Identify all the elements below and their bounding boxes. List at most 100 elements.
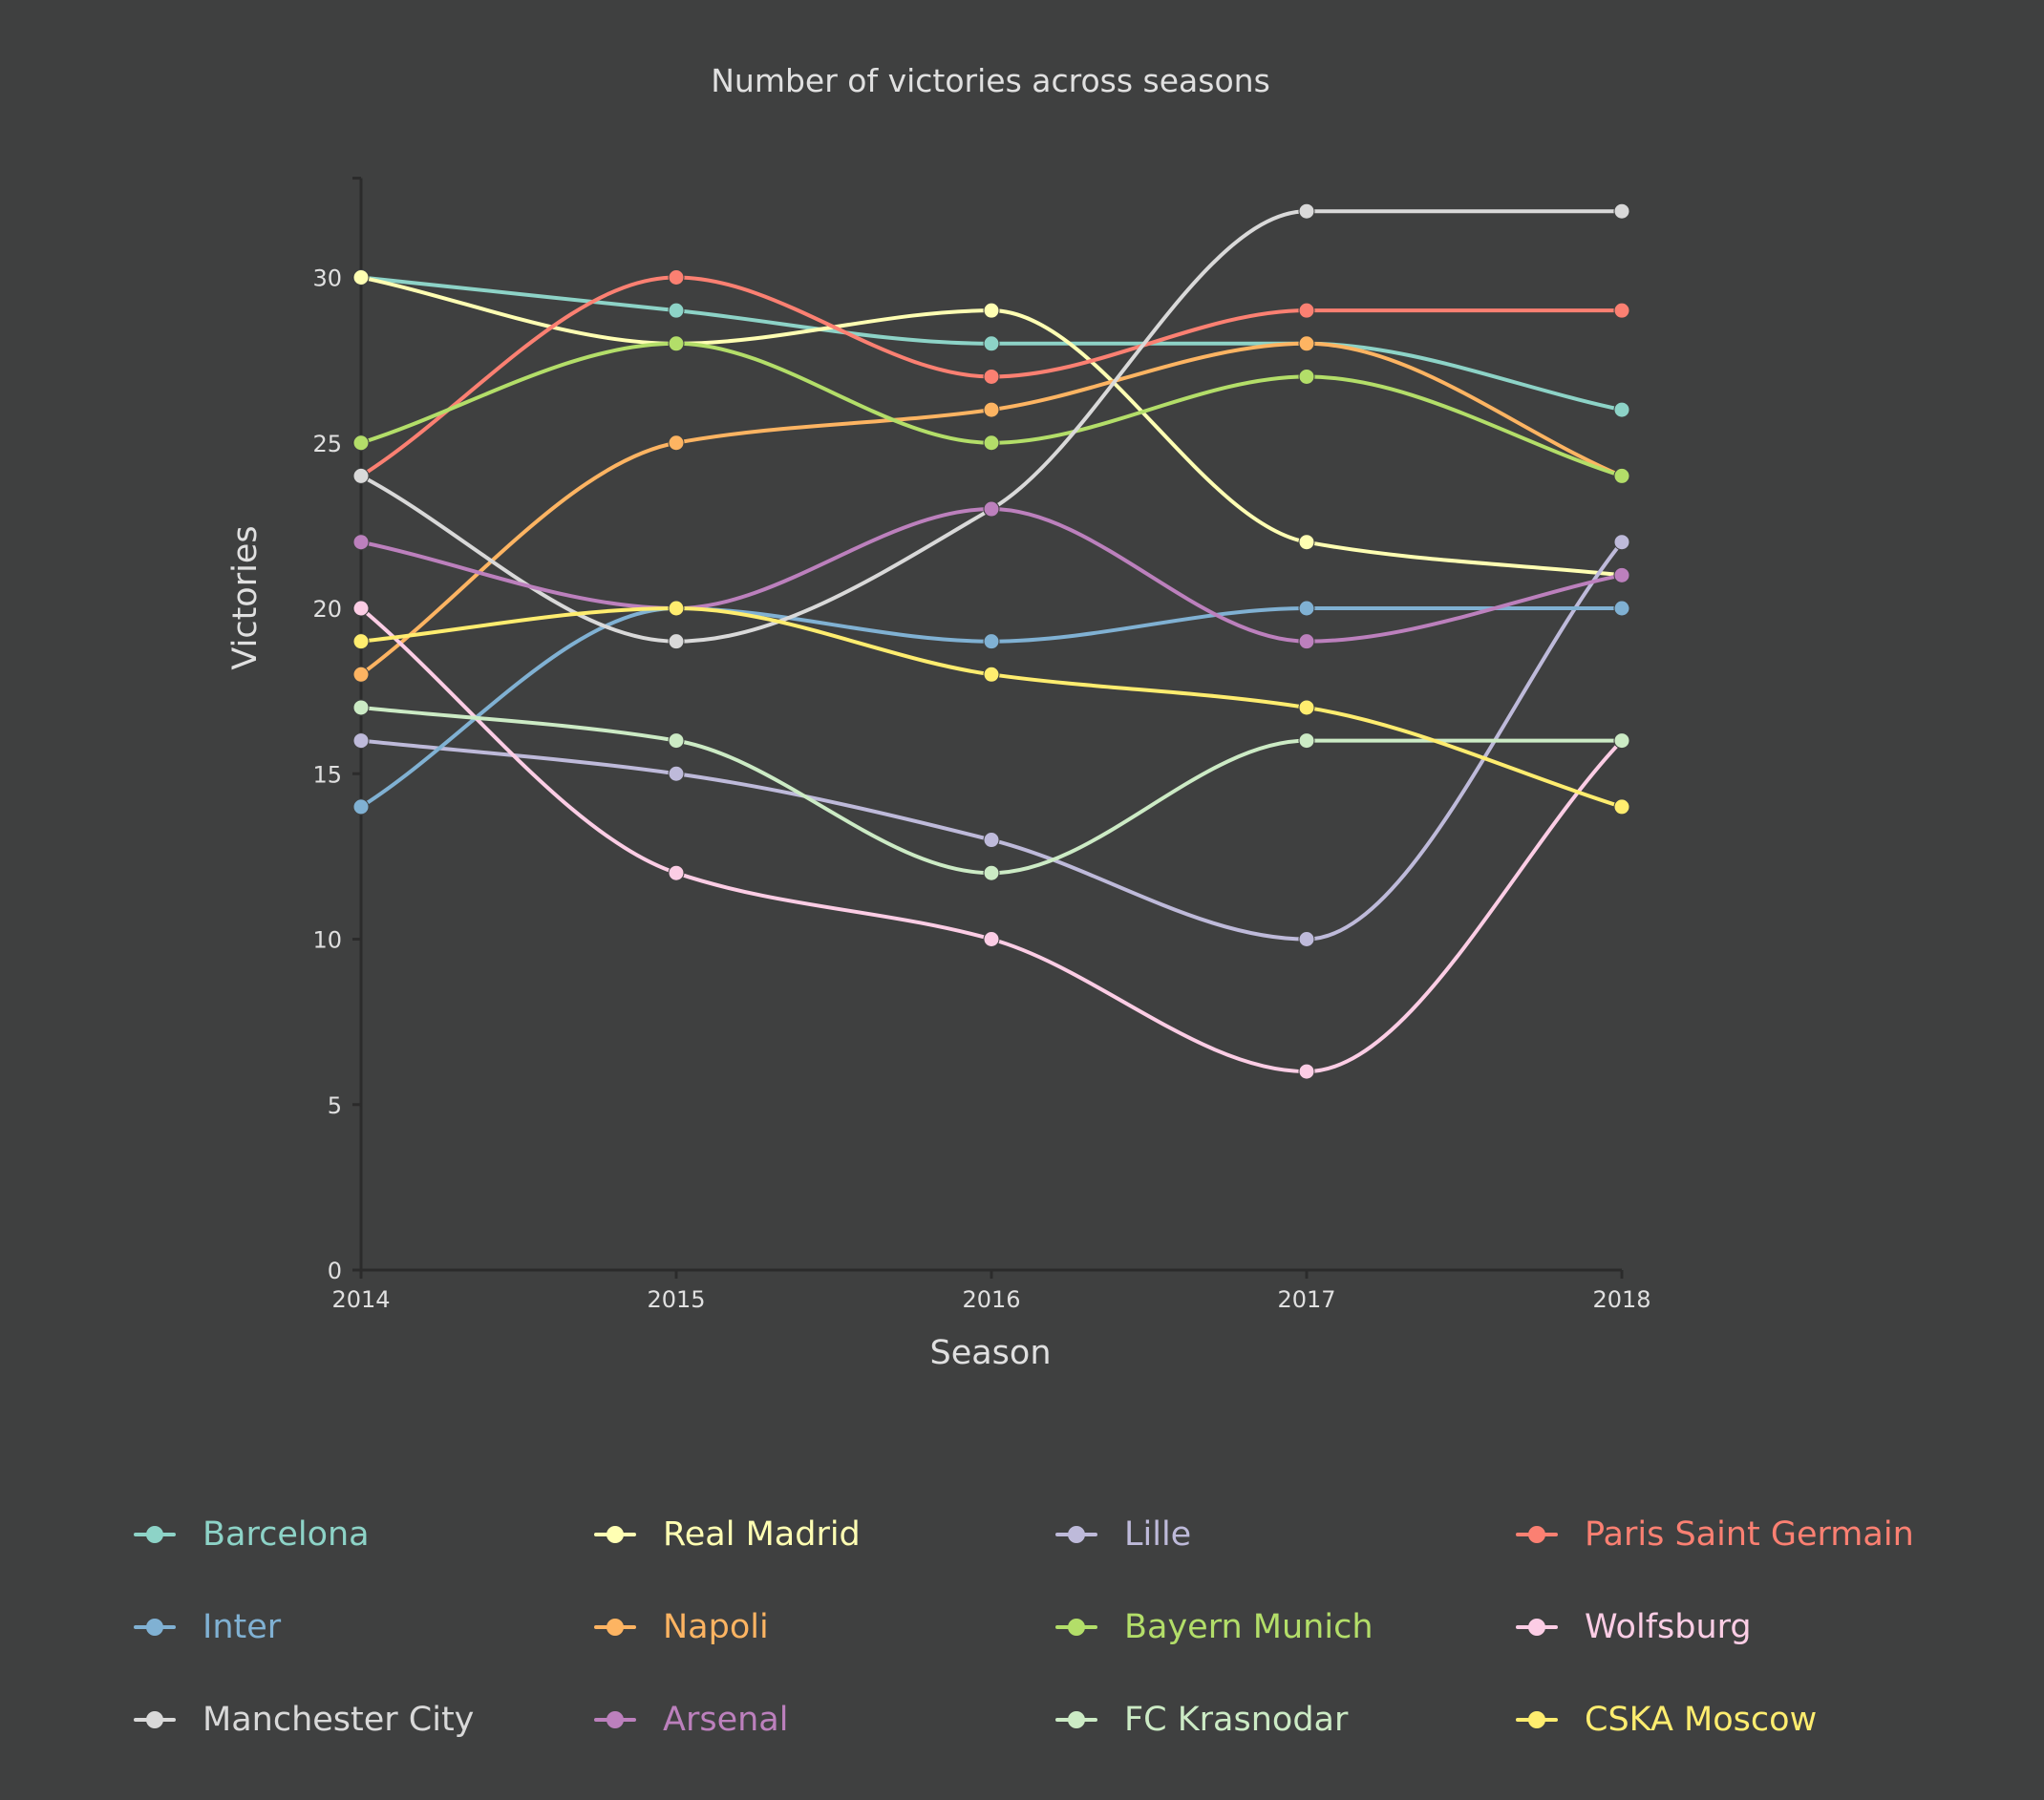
data-point-barcelona[interactable] [983,335,1000,352]
series-cska-moscow [352,600,1630,815]
series-inter [352,600,1630,815]
data-point-bayern-munich[interactable] [668,335,685,352]
legend-marker-icon [134,1708,176,1731]
data-point-napoli[interactable] [668,434,685,452]
series-line-arsenal [359,507,1624,644]
data-point-lille[interactable] [668,765,685,782]
data-point-cska-moscow[interactable] [1298,699,1315,716]
series-arsenal [352,500,1630,650]
data-point-bayern-munich[interactable] [1298,368,1315,385]
y-tick-label: 30 [312,265,342,292]
legend-item-arsenal[interactable]: Arsenal [594,1691,788,1748]
data-point-manchester-city[interactable] [1298,202,1315,220]
data-point-fc-krasnodar[interactable] [668,732,685,750]
data-point-barcelona[interactable] [1613,401,1630,418]
series-napoli [352,335,1630,683]
legend-marker-icon [1055,1616,1097,1639]
data-point-wolfsburg[interactable] [668,864,685,881]
data-point-cska-moscow[interactable] [983,666,1000,683]
legend-label: Paris Saint Germain [1585,1515,1914,1554]
data-point-bayern-munich[interactable] [352,434,370,452]
legend-item-cska-moscow[interactable]: CSKA Moscow [1516,1691,1817,1748]
x-tick-label: 2015 [647,1286,705,1313]
legend-label: CSKA Moscow [1585,1701,1818,1739]
x-tick-label: 2014 [331,1286,390,1313]
data-point-cska-moscow[interactable] [352,633,370,650]
data-point-paris-saint-germain[interactable] [983,368,1000,385]
legend-item-lille[interactable]: Lille [1055,1506,1191,1563]
data-point-lille[interactable] [983,832,1000,849]
data-point-wolfsburg[interactable] [352,600,370,617]
data-point-real-madrid[interactable] [983,302,1000,319]
legend: Barcelona Real Madrid Lille Paris Saint Ger… [0,1490,2044,1776]
series-manchester-city [352,202,1630,650]
data-point-real-madrid[interactable] [1298,534,1315,551]
data-point-arsenal[interactable] [983,500,1000,518]
data-point-barcelona[interactable] [668,302,685,319]
data-point-arsenal[interactable] [1298,633,1315,650]
legend-marker-icon [594,1708,636,1731]
legend-item-inter[interactable]: Inter [134,1599,281,1656]
data-point-fc-krasnodar[interactable] [983,864,1000,881]
legend-label: Bayern Munich [1124,1608,1373,1646]
legend-marker-icon [1516,1523,1558,1546]
y-tick-label: 20 [312,596,342,623]
data-point-fc-krasnodar[interactable] [1298,732,1315,750]
y-tick-label: 10 [312,927,342,954]
legend-marker-icon [1516,1708,1558,1731]
legend-item-napoli[interactable]: Napoli [594,1599,769,1656]
data-point-arsenal[interactable] [352,534,370,551]
data-point-inter[interactable] [1613,600,1630,617]
x-tick-label: 2018 [1592,1286,1650,1313]
legend-label: Barcelona [202,1515,370,1554]
legend-label: Manchester City [202,1701,475,1739]
series-layer [352,202,1630,1080]
y-axis-label: Victories [226,525,265,669]
data-point-manchester-city[interactable] [1613,202,1630,220]
legend-marker-icon [1055,1708,1097,1731]
data-point-inter[interactable] [983,633,1000,650]
data-point-real-madrid[interactable] [352,269,370,286]
axes: 0 5 10 15 20 25 30 2014 2015 2016 2017 2018 [312,177,1651,1313]
data-point-manchester-city[interactable] [668,633,685,650]
legend-item-wolfsburg[interactable]: Wolfsburg [1516,1599,1752,1656]
data-point-wolfsburg[interactable] [1298,1063,1315,1080]
data-point-paris-saint-germain[interactable] [1298,302,1315,319]
data-point-arsenal[interactable] [1613,566,1630,583]
data-point-napoli[interactable] [1298,335,1315,352]
data-point-napoli[interactable] [352,666,370,683]
data-point-inter[interactable] [1298,600,1315,617]
data-point-lille[interactable] [1613,534,1630,551]
data-point-lille[interactable] [1298,931,1315,947]
data-point-bayern-munich[interactable] [1613,467,1630,484]
legend-item-bayern-munich[interactable]: Bayern Munich [1055,1599,1373,1656]
data-point-manchester-city[interactable] [352,467,370,484]
series-line-real-madrid [359,275,1624,578]
legend-item-real-madrid[interactable]: Real Madrid [594,1506,861,1563]
legend-marker-icon [1055,1523,1097,1546]
y-tick-label: 5 [328,1092,342,1119]
legend-label: Lille [1124,1515,1192,1554]
legend-item-barcelona[interactable]: Barcelona [134,1506,370,1563]
data-point-cska-moscow[interactable] [668,600,685,617]
data-point-cska-moscow[interactable] [1613,798,1630,815]
data-point-paris-saint-germain[interactable] [668,269,685,286]
data-point-fc-krasnodar[interactable] [352,699,370,716]
series-line-lille [359,540,1624,942]
data-point-inter[interactable] [352,798,370,815]
data-point-napoli[interactable] [983,401,1000,418]
legend-label: Real Madrid [663,1515,861,1554]
x-tick-label: 2016 [962,1286,1020,1313]
data-point-fc-krasnodar[interactable] [1613,732,1630,750]
data-point-bayern-munich[interactable] [983,434,1000,452]
legend-item-manchester-city[interactable]: Manchester City [134,1691,474,1748]
data-point-wolfsburg[interactable] [983,931,1000,947]
data-point-paris-saint-germain[interactable] [1613,302,1630,319]
y-tick-label: 15 [312,761,342,788]
series-bayern-munich [352,335,1630,484]
legend-item-paris-saint-germain[interactable]: Paris Saint Germain [1516,1506,1914,1563]
series-lille [352,534,1630,947]
data-point-lille[interactable] [352,732,370,750]
legend-item-fc-krasnodar[interactable]: FC Krasnodar [1055,1691,1348,1748]
